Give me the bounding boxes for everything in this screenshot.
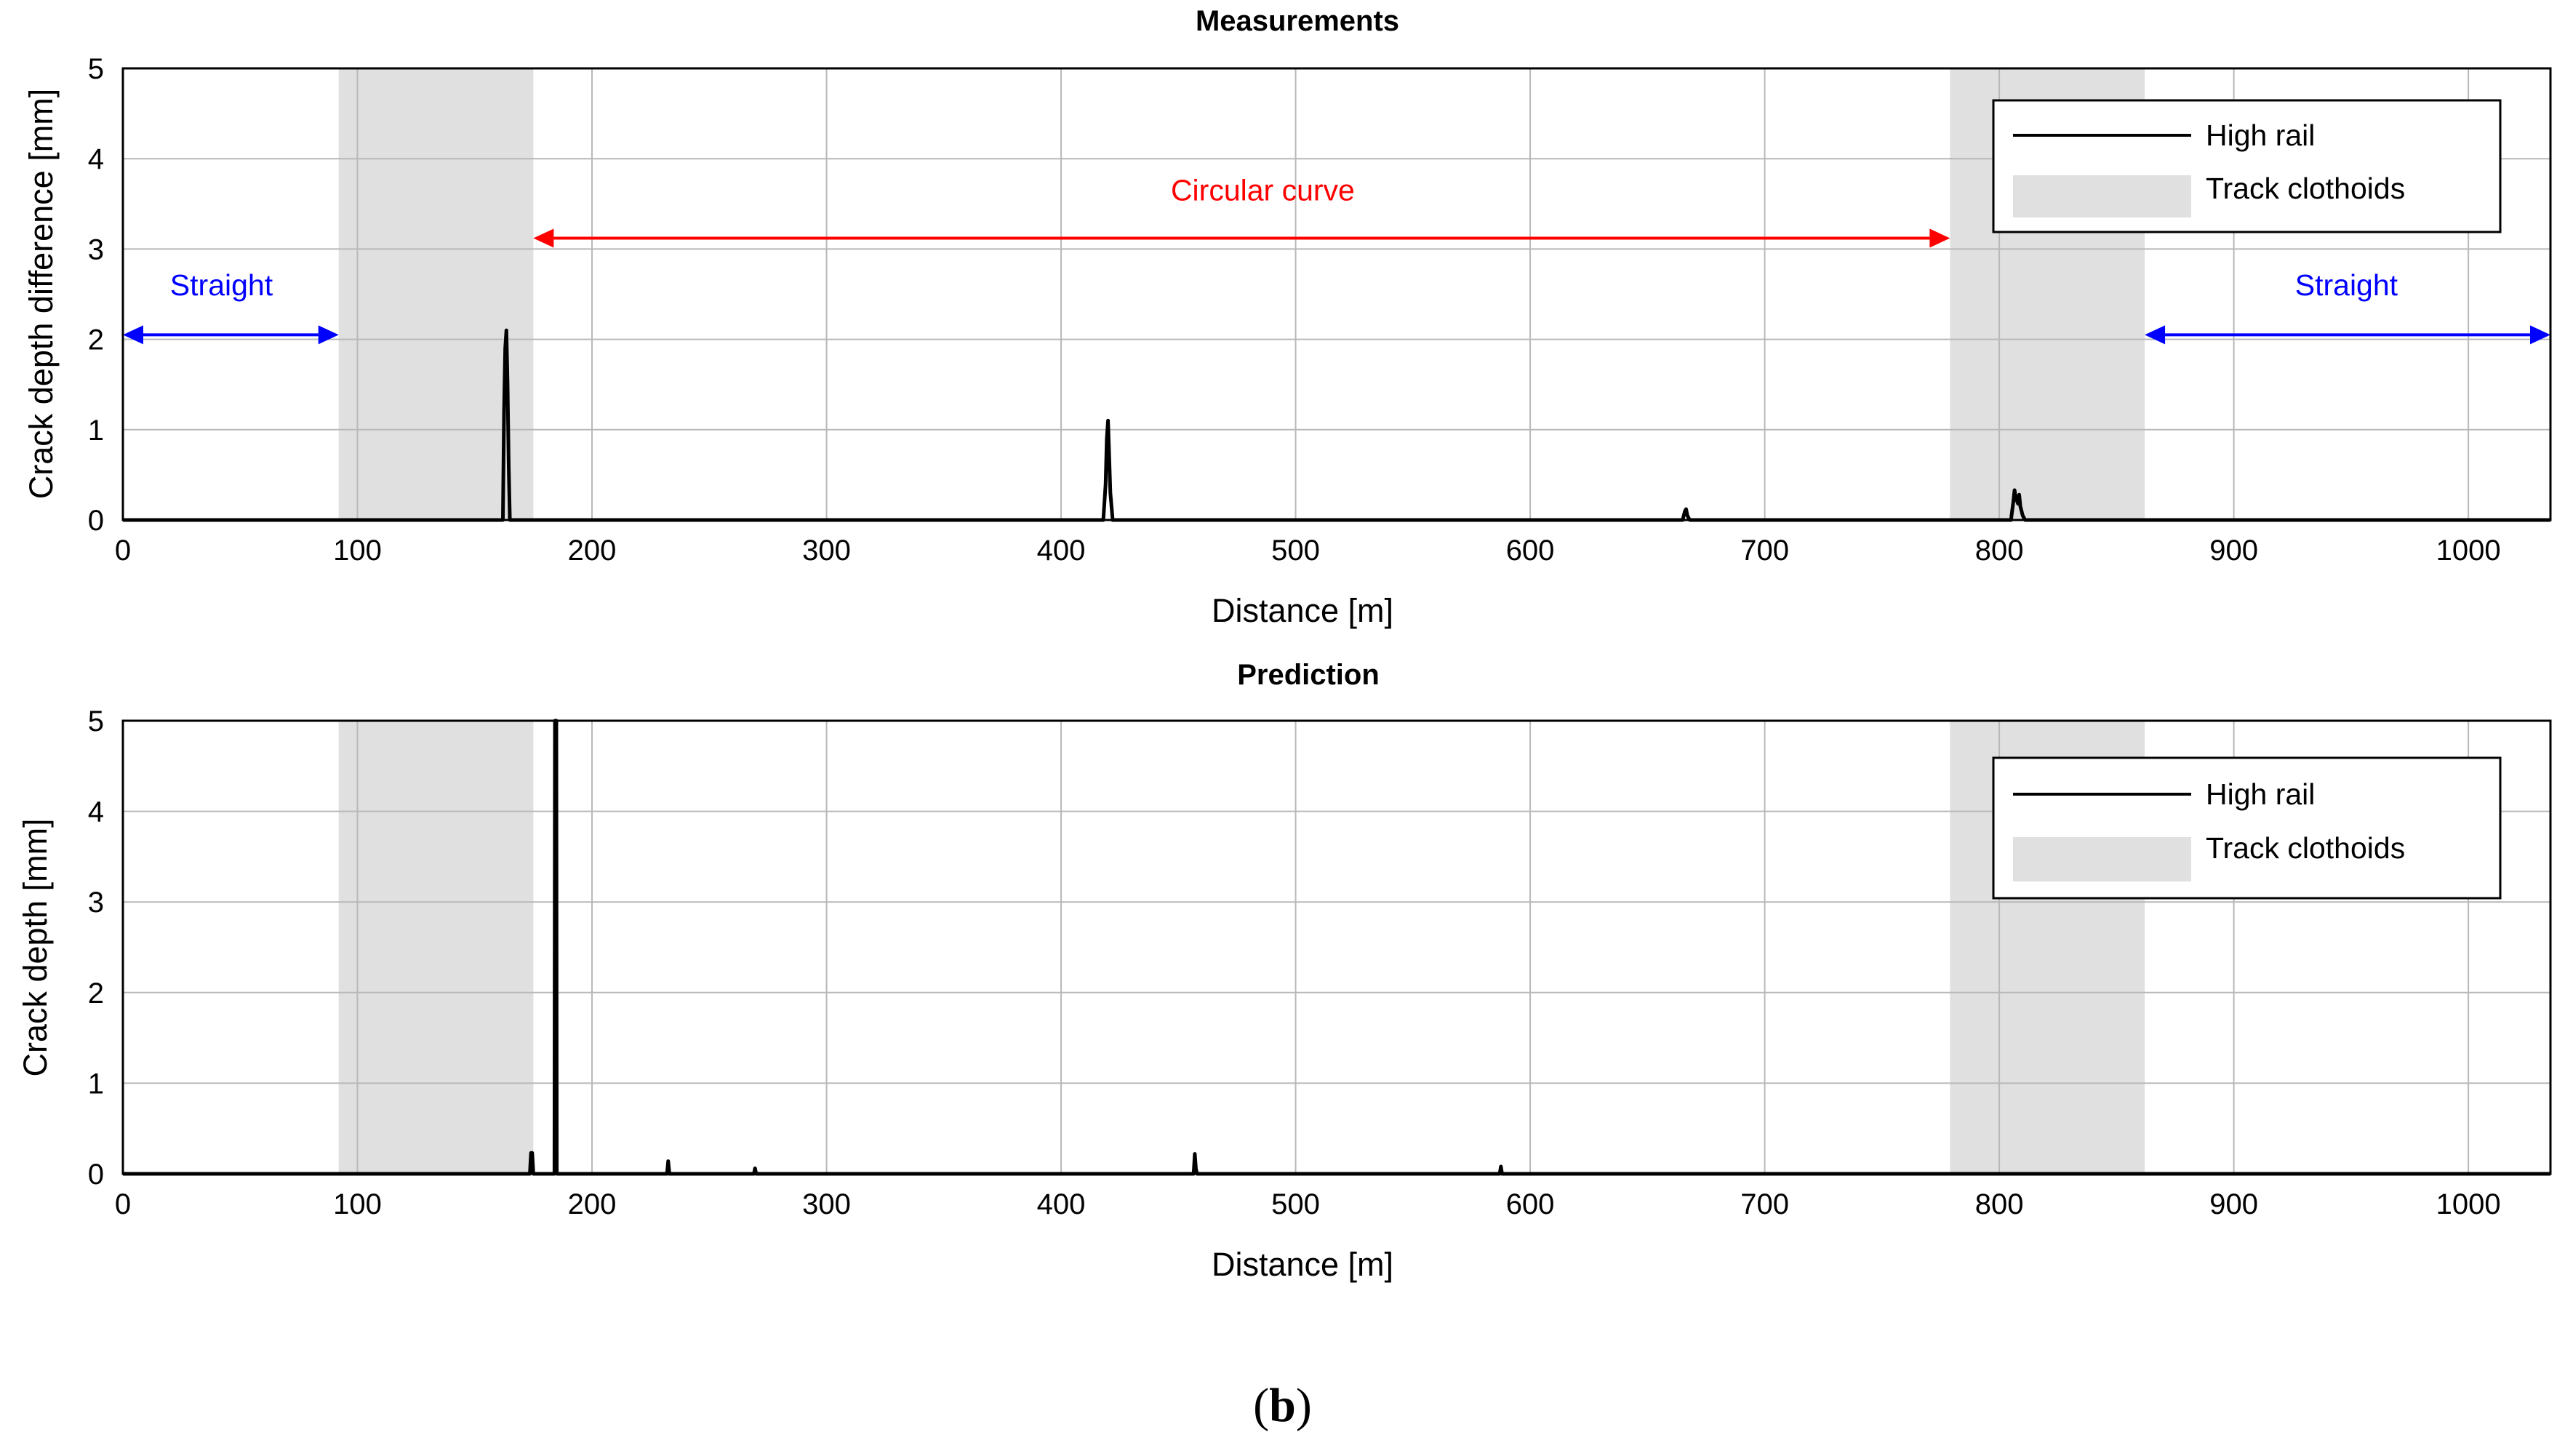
chart-title: Measurements <box>1196 5 1399 37</box>
x-tick-label: 1000 <box>2436 535 2501 567</box>
legend-box <box>1992 99 2502 233</box>
legend: High rail Track clothoids <box>1992 99 2502 233</box>
caption-letter: b <box>1269 1379 1296 1432</box>
y-axis-label: Crack depth [mm] <box>17 818 54 1076</box>
annotation-arrowhead-left <box>533 228 554 248</box>
y-tick-label: 3 <box>88 233 104 265</box>
x-tick-label: 800 <box>1975 1188 2024 1220</box>
x-tick-label: 500 <box>1271 1188 1320 1220</box>
legend-entry: Track clothoids <box>2206 172 2405 205</box>
legend-region-swatch <box>2013 837 2191 881</box>
y-tick-label: 2 <box>88 977 104 1009</box>
y-tick-label: 5 <box>88 53 104 85</box>
x-tick-label: 400 <box>1037 535 1086 567</box>
annotation-label: Straight <box>170 268 273 302</box>
y-tick-label: 1 <box>88 415 104 447</box>
x-tick-label: 100 <box>333 535 382 567</box>
annotation-arrowhead-right <box>318 325 339 345</box>
y-tick-label: 0 <box>88 1159 104 1191</box>
chart-title: Prediction <box>1237 659 1380 691</box>
section-annotations: Straight Circular curve Straight <box>123 174 2550 345</box>
y-tick-label: 1 <box>88 1068 104 1100</box>
x-tick-label: 500 <box>1271 535 1320 567</box>
y-tick-label: 5 <box>88 705 104 737</box>
x-tick-label: 200 <box>568 535 617 567</box>
x-tick-label: 200 <box>568 1188 617 1220</box>
y-tick-labels: 0 1 2 3 4 5 <box>88 705 104 1191</box>
x-tick-label: 700 <box>1740 1188 1789 1220</box>
x-tick-labels: 0 100 200 300 400 500 600 700 800 900 1000 <box>115 535 2501 567</box>
plot-frame <box>121 67 2552 521</box>
x-tick-label: 1000 <box>2436 1188 2501 1220</box>
x-tick-label: 900 <box>2209 535 2258 567</box>
legend-entry: High rail <box>2206 777 2315 811</box>
x-tick-label: 300 <box>802 535 851 567</box>
x-tick-label: 900 <box>2209 1188 2258 1220</box>
y-tick-label: 2 <box>88 324 104 356</box>
x-tick-label: 0 <box>115 1188 131 1220</box>
legend-region-swatch <box>2013 175 2191 217</box>
annotation-label: Circular curve <box>1171 174 1355 207</box>
x-tick-label: 400 <box>1037 1188 1086 1220</box>
clothoid-regions <box>338 68 2145 520</box>
y-tick-label: 3 <box>88 887 104 919</box>
y-tick-label: 4 <box>88 143 104 175</box>
x-tick-label: 700 <box>1740 535 1789 567</box>
legend: High rail Track clothoids <box>1992 756 2502 900</box>
y-tick-label: 4 <box>88 796 104 828</box>
y-tick-labels: 0 1 2 3 4 5 <box>88 53 104 537</box>
x-tick-label: 300 <box>802 1188 851 1220</box>
x-tick-labels: 0 100 200 300 400 500 600 700 800 900 1000 <box>115 1188 2501 1220</box>
annotation-arrowhead-right <box>1929 228 1950 248</box>
annotation-arrowhead-left <box>2145 325 2166 345</box>
x-axis-label: Distance [m] <box>1212 1246 1393 1283</box>
clothoid-region <box>338 68 534 520</box>
x-tick-label: 100 <box>333 1188 382 1220</box>
annotation-arrowhead-right <box>2530 325 2550 345</box>
x-axis-label: Distance [m] <box>1212 592 1393 629</box>
legend-entry: Track clothoids <box>2206 831 2405 865</box>
x-tick-label: 800 <box>1975 535 2024 567</box>
x-tick-label: 600 <box>1506 1188 1555 1220</box>
figure-caption: (b) <box>1253 1379 1312 1432</box>
annotation-arrowhead-left <box>123 325 143 345</box>
annotation-label: Straight <box>2295 268 2398 302</box>
clothoid-region <box>338 721 534 1174</box>
y-tick-label: 0 <box>88 505 104 537</box>
x-tick-label: 0 <box>115 535 131 567</box>
clothoid-regions <box>338 721 2145 1174</box>
plot-frame <box>121 719 2552 1175</box>
y-axis-label: Crack depth difference [mm] <box>23 89 60 499</box>
x-tick-label: 600 <box>1506 535 1555 567</box>
prediction-panel: Prediction 0 100 200 300 400 500 600 700 800 900 1… <box>17 659 2552 1283</box>
legend-entry: High rail <box>2206 119 2315 152</box>
